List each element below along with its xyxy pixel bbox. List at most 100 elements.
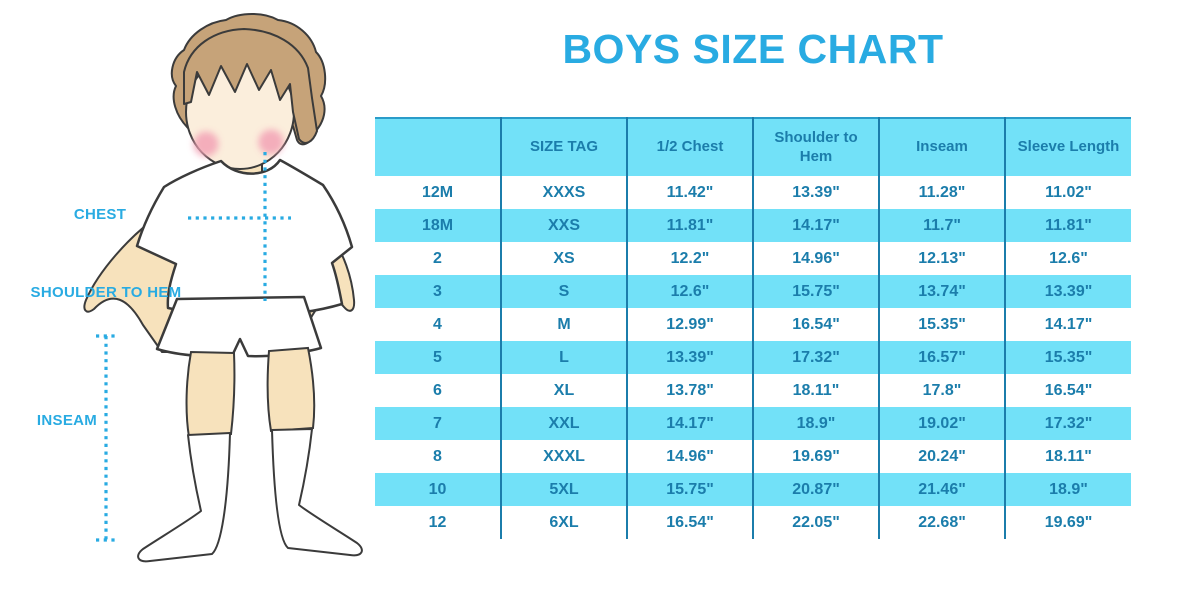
table-row: 12 6XL 16.54" 22.05" 22.68" 19.69" xyxy=(375,506,1131,539)
table-cell: 14.17" xyxy=(1004,308,1131,341)
table-cell: 14.96" xyxy=(626,440,753,473)
chest-label: CHEST xyxy=(73,206,127,223)
table-cell: 6 xyxy=(433,381,442,399)
table-cell: 11.42" xyxy=(626,176,753,209)
table-cell: 17.8" xyxy=(878,374,1005,407)
table-cell: 13.39" xyxy=(1004,275,1131,308)
table-cell: 16.54" xyxy=(752,308,879,341)
table-cell: 13.39" xyxy=(752,176,879,209)
table-cell: 12.6" xyxy=(626,275,753,308)
table-cell: XL xyxy=(500,374,627,407)
table-cell: 11.81" xyxy=(626,209,753,242)
table-cell: 18.11" xyxy=(752,374,879,407)
table-cell: 14.17" xyxy=(626,407,753,440)
table-row: 3 S 12.6" 15.75" 13.74" 13.39" xyxy=(375,275,1131,308)
table-cell: 21.46" xyxy=(878,473,1005,506)
table-cell: 12M xyxy=(421,183,454,201)
table-cell: 18M xyxy=(375,209,501,242)
table-cell: 22.05" xyxy=(752,506,879,539)
table-cell: 12 xyxy=(428,513,447,531)
table-row: 4 M 12.99" 16.54" 15.35" 14.17" xyxy=(375,308,1131,341)
table-cell: S xyxy=(500,275,627,308)
boy-cheek-left xyxy=(193,131,219,157)
shoulder-to-hem-label: SHOULDER TO HEM xyxy=(30,284,182,301)
table-cell: 4 xyxy=(433,315,442,333)
table-cell: 16.57" xyxy=(878,341,1005,374)
column-header: SIZE TAG xyxy=(500,118,627,176)
table-cell: 16.54" xyxy=(1004,374,1131,407)
column-header: 1/2 Chest xyxy=(626,118,753,176)
table-cell: 15.75" xyxy=(752,275,879,308)
table-cell: XS xyxy=(500,242,627,275)
table-cell: 16.54" xyxy=(626,506,753,539)
boy-illustration xyxy=(83,13,363,563)
table-cell: 13.78" xyxy=(626,374,753,407)
table-cell: 12.6" xyxy=(1004,242,1131,275)
table-cell: XXXS xyxy=(500,176,627,209)
table-cell: 15.35" xyxy=(1004,341,1131,374)
column-header: Shoulder to Hem xyxy=(752,118,879,176)
table-cell: M xyxy=(500,308,627,341)
table-cell: 12.13" xyxy=(878,242,1005,275)
table-row: 18M XXS 11.81" 14.17" 11.7" 11.81" xyxy=(375,209,1131,242)
table-cell: 7 xyxy=(375,407,501,440)
table-cell: XXL xyxy=(500,407,627,440)
table-cell: 5 xyxy=(375,341,501,374)
table-head: SIZE TAG 1/2 Chest Shoulder to Hem Inseam Sl… xyxy=(375,118,1131,176)
table-cell: 2 xyxy=(433,249,442,267)
table-row: 8 XXXL 14.96" 19.69" 20.24" 18.11" xyxy=(375,440,1131,473)
table-cell: 10 xyxy=(375,473,501,506)
table-cell: 18.11" xyxy=(1004,440,1131,473)
table-cell: 20.24" xyxy=(878,440,1005,473)
boy-hair-fringe xyxy=(183,28,318,144)
table-row: 2 XS 12.2" 14.96" 12.13" 12.6" xyxy=(375,242,1131,275)
inseam-measure-line xyxy=(96,334,118,542)
table-cell: 12.2" xyxy=(626,242,753,275)
table-row: 6 XL 13.78" 18.11" 17.8" 16.54" xyxy=(375,374,1131,407)
table-cell: 12.99" xyxy=(626,308,753,341)
inseam-label: INSEAM xyxy=(36,412,98,429)
boy-leg-left xyxy=(185,350,236,439)
table-cell: L xyxy=(500,341,627,374)
table-cell: 22.68" xyxy=(878,506,1005,539)
table-cell: 14.96" xyxy=(752,242,879,275)
column-header: Inseam xyxy=(878,118,1005,176)
table-cell: 17.32" xyxy=(1004,407,1131,440)
boy-cheek-right xyxy=(258,129,284,155)
table-cell: 15.35" xyxy=(878,308,1005,341)
table-cell: XXXL xyxy=(500,440,627,473)
table-header-row: SIZE TAG 1/2 Chest Shoulder to Hem Inseam Sl… xyxy=(375,118,1131,176)
table-cell: 5XL xyxy=(500,473,627,506)
table-body: 12M XXXS 11.42" 13.39" 11.28" 11.02" 18M XXS 11.… xyxy=(375,176,1131,539)
table-cell: 13.39" xyxy=(626,341,753,374)
boy-shorts xyxy=(155,295,323,358)
table-cell: XXS xyxy=(500,209,627,242)
table-row: 7 XXL 14.17" 18.9" 19.02" 17.32" xyxy=(375,407,1131,440)
size-table: SIZE TAG 1/2 Chest Shoulder to Hem Inseam Sl… xyxy=(375,117,1131,539)
table-cell: 11.81" xyxy=(1004,209,1131,242)
table-row: 5 L 13.39" 17.32" 16.57" 15.35" xyxy=(375,341,1131,374)
table-cell: 17.32" xyxy=(752,341,879,374)
table-cell: 20.87" xyxy=(752,473,879,506)
table-cell: 11.02" xyxy=(1004,176,1131,209)
table-cell: 19.69" xyxy=(1004,506,1131,539)
table-cell: 3 xyxy=(375,275,501,308)
table-cell: 11.28" xyxy=(878,176,1005,209)
table-cell: 14.17" xyxy=(752,209,879,242)
boy-shirt xyxy=(135,158,354,318)
boy-leg-right xyxy=(266,346,316,433)
table-cell: 13.74" xyxy=(878,275,1005,308)
table-cell: 18.9" xyxy=(752,407,879,440)
table-cell: 8 xyxy=(433,447,442,465)
column-header xyxy=(375,118,501,176)
column-header: Sleeve Length xyxy=(1004,118,1131,176)
table-cell: 11.7" xyxy=(878,209,1005,242)
table-cell: 19.02" xyxy=(878,407,1005,440)
table-row: 12M XXXS 11.42" 13.39" 11.28" 11.02" xyxy=(375,176,1131,209)
table-cell: 15.75" xyxy=(626,473,753,506)
boy-sock-right xyxy=(271,428,363,557)
table-cell: 18.9" xyxy=(1004,473,1131,506)
table-cell: 6XL xyxy=(500,506,627,539)
table-cell: 19.69" xyxy=(752,440,879,473)
